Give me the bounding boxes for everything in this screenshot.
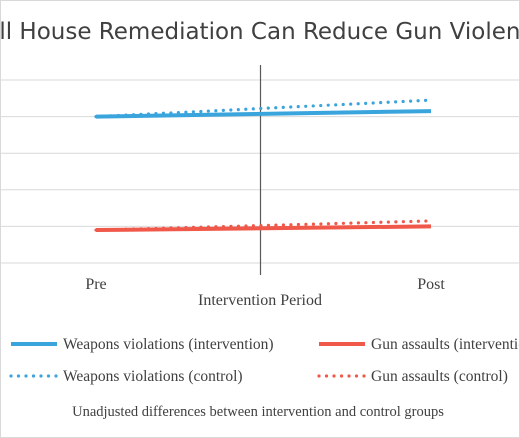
series-line-weapons-violations-intervention — [95, 109, 432, 119]
legend-label: Gun assaults (control) — [371, 368, 508, 385]
x-axis-label: Intervention Period — [198, 292, 322, 309]
chart-title: Full House Remediation Can Reduce Gun Vi… — [1, 19, 519, 45]
series-line-gun-assaults-intervention — [95, 224, 432, 233]
x-tick-label: Post — [417, 276, 445, 293]
legend-label: Gun assaults (intervention) — [371, 336, 519, 353]
x-tick-label: Pre — [85, 276, 106, 293]
chart-footnote: Unadjusted differences between intervent… — [72, 404, 444, 420]
legend-label: Weapons violations (control) — [63, 368, 243, 385]
legend-label: Weapons violations (intervention) — [63, 336, 274, 353]
